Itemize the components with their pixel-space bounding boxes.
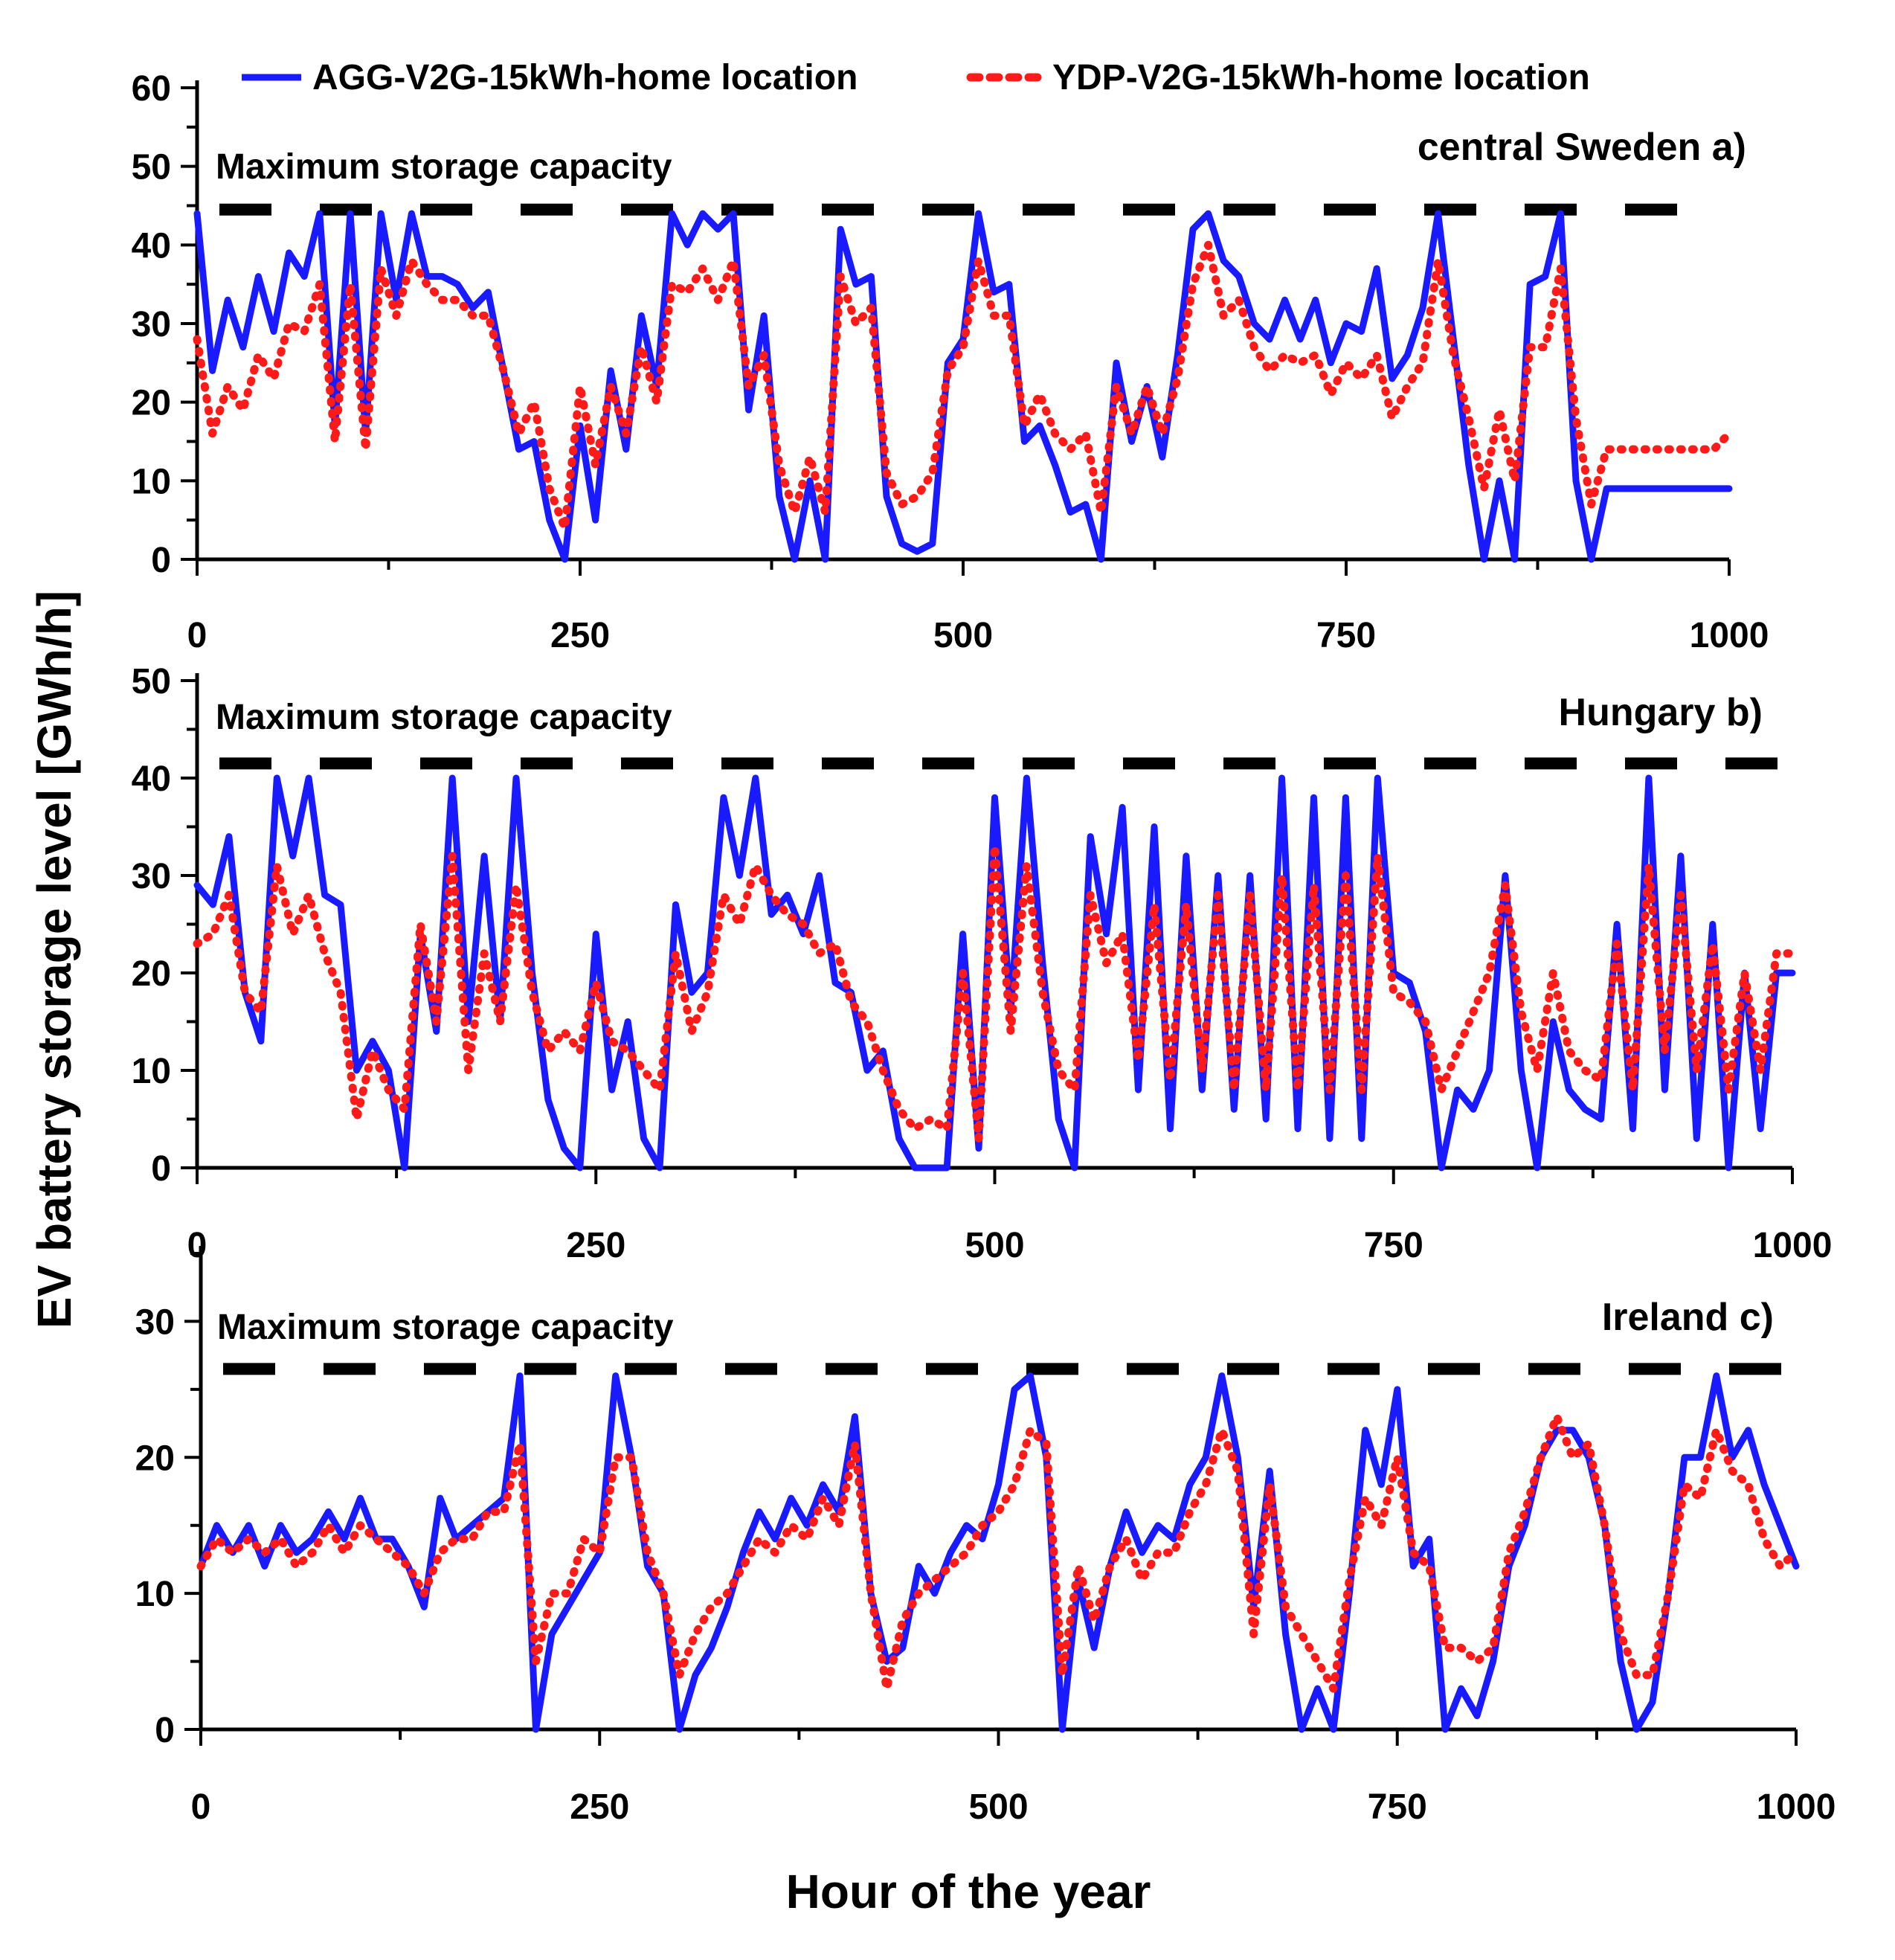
series-ydp-line — [193, 240, 1734, 533]
legend-label-ydp: YDP-V2G-15kWh-home location — [1052, 58, 1590, 97]
x-tick-label: 1000 — [1690, 616, 1769, 655]
y-tick-label: 10 — [132, 462, 171, 501]
x-tick-label: 0 — [187, 1226, 207, 1265]
y-tick-label: 20 — [132, 384, 171, 423]
y-tick-label: 30 — [132, 305, 171, 344]
series-ydp-line — [196, 1412, 1801, 1693]
panel-label: Ireland c) — [1602, 1296, 1774, 1339]
y-tick-label: 50 — [132, 662, 171, 701]
y-tick-label: 0 — [155, 1711, 175, 1750]
y-tick-label: 40 — [132, 759, 171, 799]
x-axis-title: Hour of the year — [786, 1865, 1151, 1918]
y-tick-label: 20 — [132, 954, 171, 994]
panel-ireland: Ireland c) Maximum storage capacity 0 250… — [135, 1246, 1836, 1827]
x-tick-label: 1000 — [1757, 1787, 1836, 1827]
y-tick-label: 30 — [132, 857, 171, 896]
x-tick-label: 250 — [550, 616, 610, 655]
y-tick-label: 40 — [132, 226, 171, 266]
x-tick-label: 1000 — [1753, 1226, 1833, 1265]
x-tick-label: 0 — [191, 1787, 211, 1827]
x-tick-label: 500 — [968, 1787, 1028, 1827]
legend: AGG-V2G-15kWh-home location YDP-V2G-15kW… — [242, 58, 1590, 97]
x-tick-label: 250 — [566, 1226, 625, 1265]
y-tick-label: 10 — [132, 1052, 171, 1091]
y-tick-label: 60 — [132, 69, 171, 109]
x-tick-label: 500 — [933, 616, 993, 655]
y-tick-label: 0 — [151, 541, 171, 580]
legend-label-agg: AGG-V2G-15kWh-home location — [312, 58, 858, 97]
series-agg-line — [193, 210, 1733, 563]
capacity-annotation: Maximum storage capacity — [216, 147, 672, 187]
y-tick-label: 10 — [135, 1575, 175, 1614]
series-agg-line — [193, 774, 1796, 1172]
x-tick-label: 750 — [1316, 616, 1376, 655]
x-tick-label: 500 — [965, 1226, 1024, 1265]
capacity-annotation: Maximum storage capacity — [216, 698, 672, 737]
capacity-annotation: Maximum storage capacity — [217, 1308, 674, 1347]
y-tick-label: 20 — [135, 1439, 175, 1478]
series-ydp-line — [193, 842, 1797, 1143]
y-tick-label: 0 — [151, 1149, 171, 1189]
x-tick-label: 250 — [570, 1787, 629, 1827]
x-tick-label: 0 — [187, 616, 207, 655]
panel-hungary: Hungary b) Maximum storage capacity 0 250… — [132, 662, 1833, 1265]
y-tick-label: 50 — [132, 148, 171, 187]
x-tick-label: 750 — [1364, 1226, 1423, 1265]
panel-label: central Sweden a) — [1418, 126, 1746, 169]
y-axis-title: EV battery storage level [GWh/h] — [28, 591, 81, 1328]
y-tick-label: 30 — [135, 1302, 175, 1342]
panel-central-sweden: central Sweden a) Maximum storage capaci… — [132, 69, 1769, 655]
x-tick-label: 750 — [1368, 1787, 1427, 1827]
panel-label: Hungary b) — [1559, 691, 1763, 734]
